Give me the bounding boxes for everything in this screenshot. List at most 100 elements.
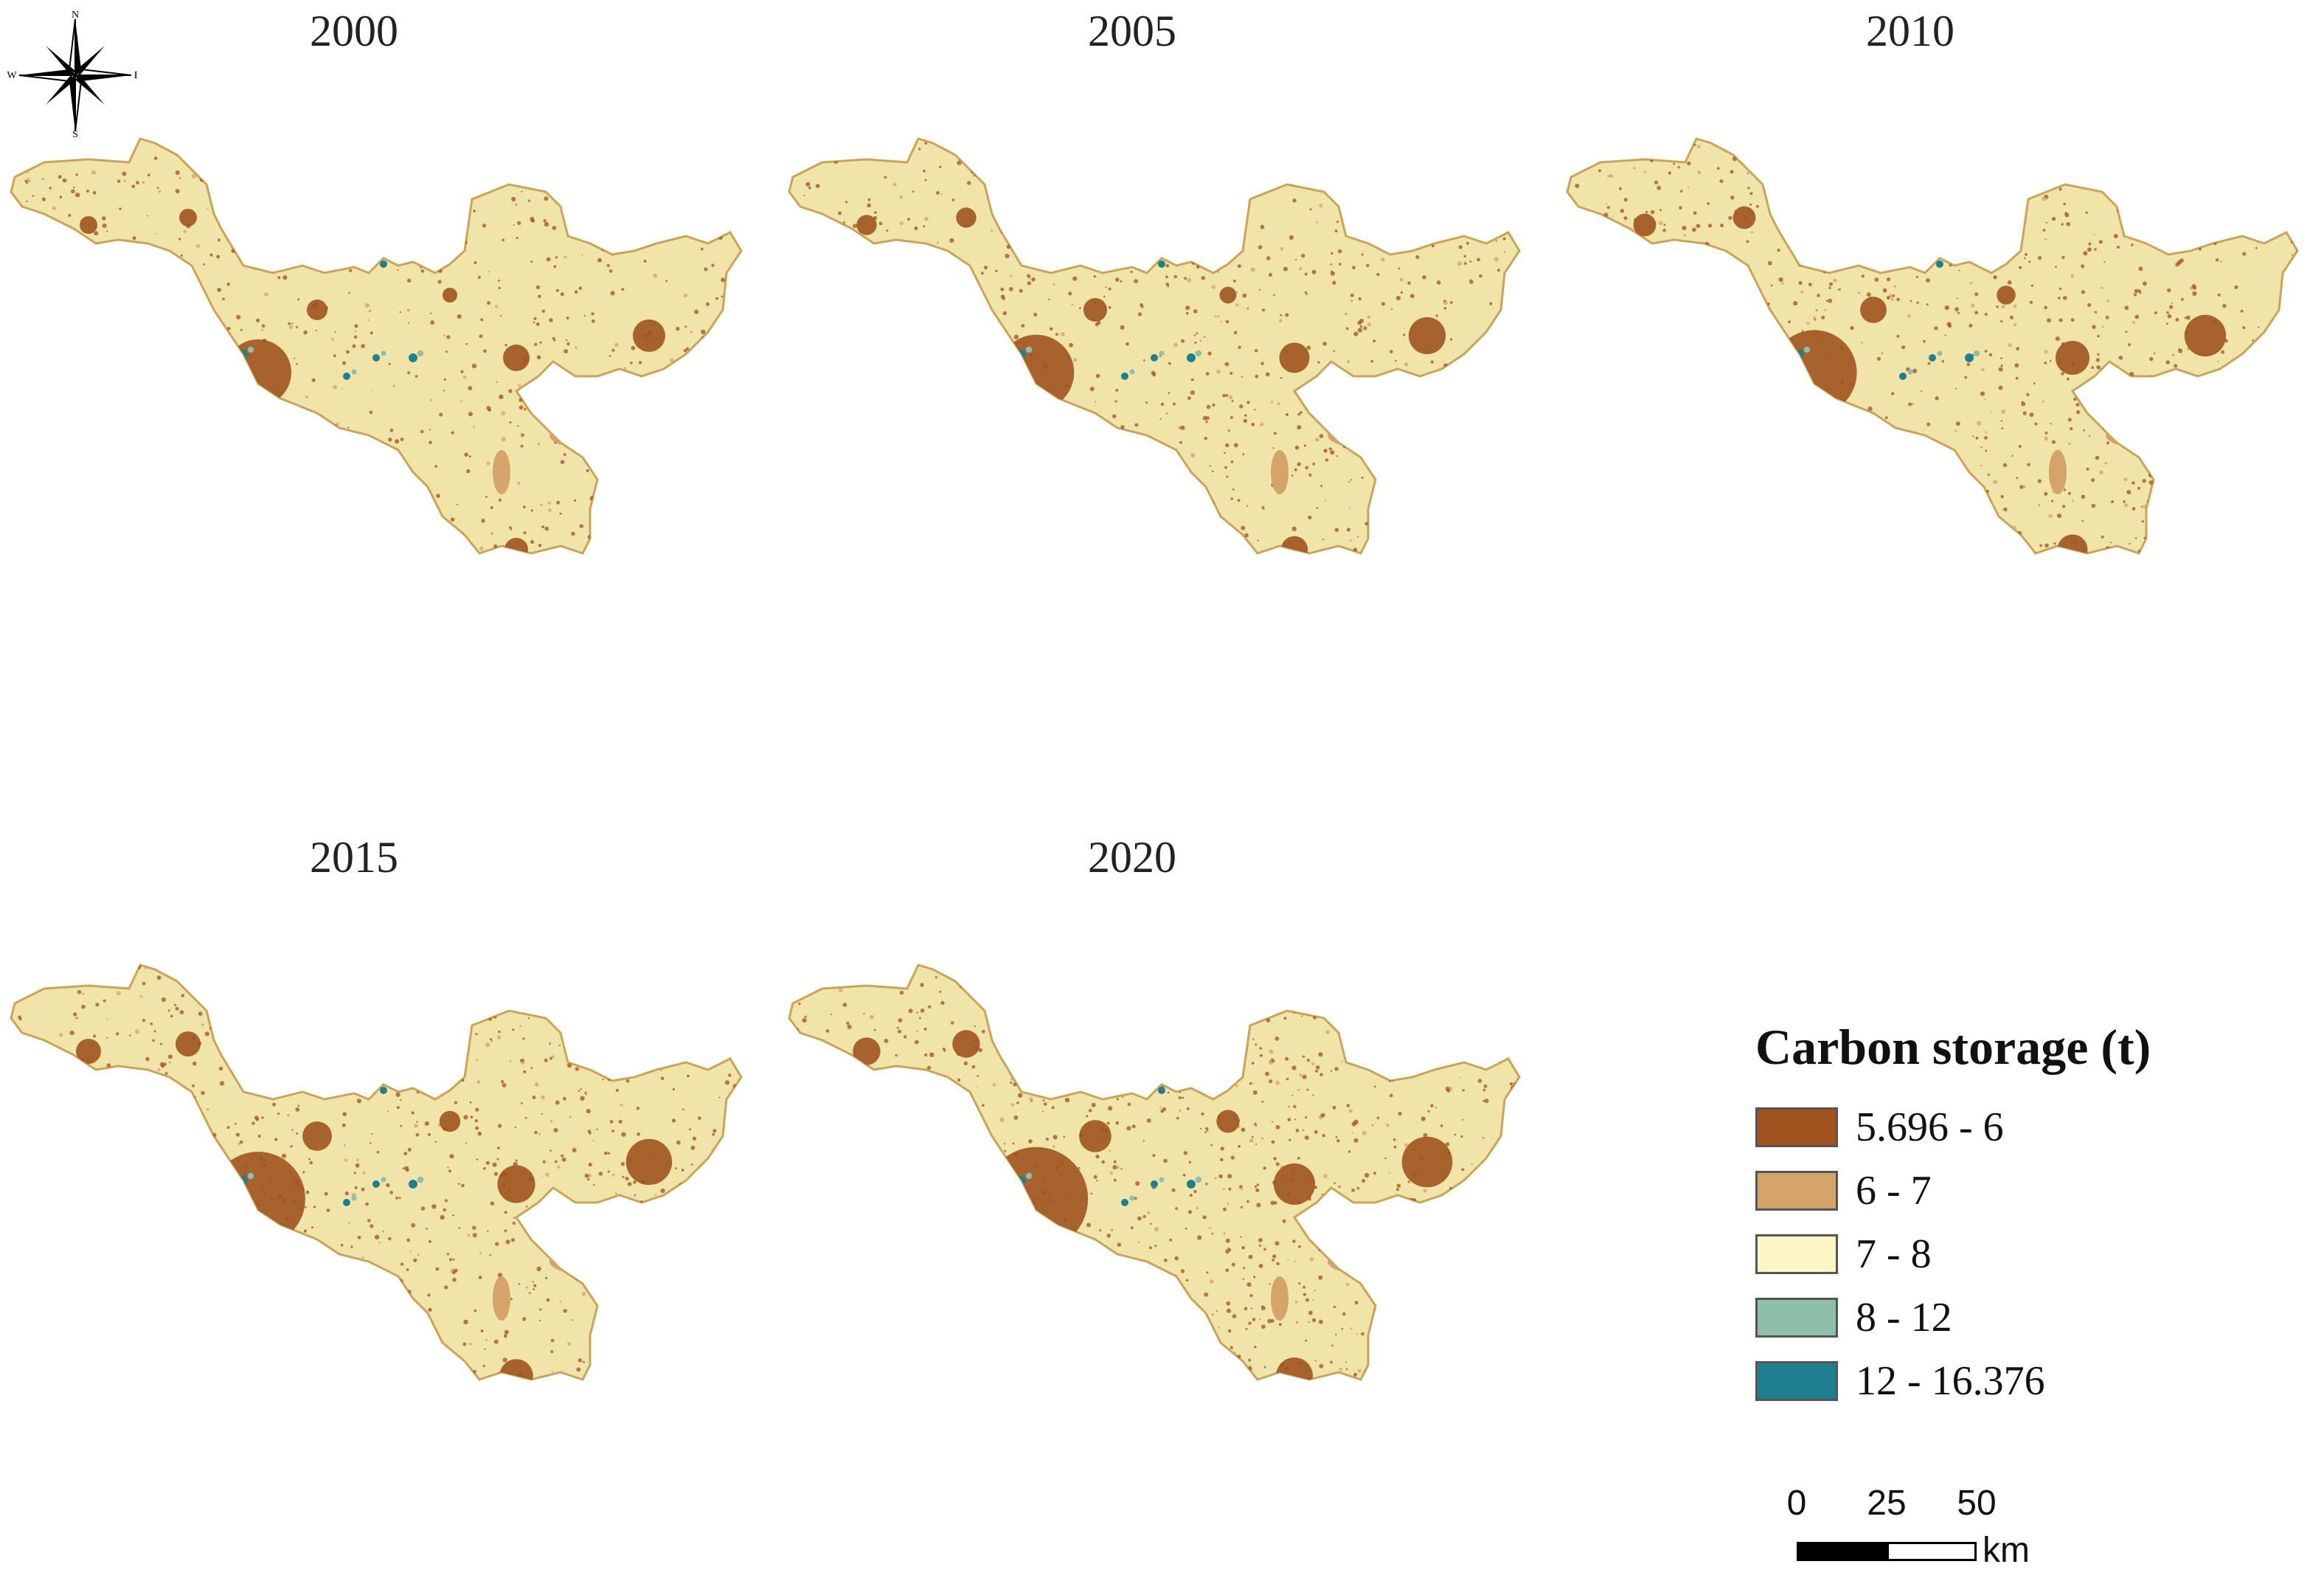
settlement-dot	[627, 989, 631, 992]
settlement-dot	[362, 1256, 364, 1259]
settlement-dot	[554, 1217, 559, 1221]
settlement-dot	[1561, 525, 1563, 527]
settlement-dot	[1280, 314, 1283, 316]
settlement-dot	[113, 544, 118, 549]
settlement-dot	[383, 1051, 385, 1054]
settlement-dot	[2258, 408, 2262, 412]
settlement-dot	[944, 294, 947, 297]
settlement-dot	[590, 1272, 594, 1275]
settlement-dot	[1316, 1065, 1320, 1070]
settlement-dot	[934, 1345, 936, 1347]
settlement-dot	[1482, 1100, 1485, 1102]
settlement-dot	[1634, 255, 1637, 258]
settlement-dot	[374, 148, 378, 152]
settlement-dot	[1308, 387, 1314, 392]
settlement-dot	[1650, 400, 1654, 404]
settlement-dot	[1196, 488, 1200, 492]
settlement-dot	[286, 412, 290, 415]
settlement-dot	[592, 1139, 595, 1142]
settlement-dot	[96, 291, 101, 297]
settlement-dot	[1679, 206, 1682, 210]
settlement-dot	[600, 523, 605, 528]
settlement-dot	[552, 336, 555, 340]
settlement-dot	[1713, 545, 1717, 548]
settlement-dot	[1174, 1256, 1179, 1261]
settlement-dot	[2141, 520, 2145, 523]
settlement-dot	[1366, 959, 1370, 964]
settlement-dot	[1300, 411, 1303, 415]
settlement-dot	[2266, 395, 2270, 399]
settlement-dot	[214, 1186, 216, 1188]
settlement-dot	[1169, 1238, 1173, 1242]
settlement-dot	[789, 971, 793, 975]
settlement-dot	[1333, 1020, 1336, 1023]
settlement-dot	[1667, 454, 1671, 460]
settlement-dot	[1013, 438, 1017, 442]
settlement-dot	[96, 488, 98, 491]
settlement-dot	[1944, 156, 1949, 161]
settlement-dot	[1504, 251, 1505, 253]
settlement-dot	[446, 335, 451, 339]
settlement-dot	[2154, 237, 2159, 241]
settlement-dot	[1818, 415, 1822, 420]
settlement-dot	[290, 1145, 293, 1148]
settlement-dot	[534, 1082, 539, 1087]
settlement-dot	[615, 1088, 620, 1093]
settlement-dot	[166, 1267, 170, 1270]
settlement-dot	[347, 1222, 350, 1225]
settlement-dot	[1383, 1024, 1386, 1027]
settlement-dot	[963, 552, 968, 553]
settlement-dot	[281, 1153, 287, 1158]
settlement-dot	[1427, 1352, 1430, 1355]
settlement-dot	[71, 1304, 74, 1307]
settlement-dot	[499, 314, 502, 317]
settlement-dot	[1025, 1078, 1030, 1083]
settlement-dot	[1791, 425, 1794, 429]
settlement-dot	[398, 1197, 401, 1200]
settlement-dot	[886, 1241, 891, 1246]
settlement-dot	[2252, 339, 2255, 342]
settlement-dot	[1017, 1079, 1021, 1083]
settlement-dot	[1297, 1156, 1300, 1160]
settlement-dot	[612, 1255, 615, 1258]
settlement-dot	[1980, 465, 1983, 467]
settlement-dot	[107, 1293, 110, 1295]
settlement-dot	[288, 322, 291, 325]
settlement-dot	[2075, 409, 2081, 415]
settlement-dot	[2102, 557, 2106, 561]
settlement-dot	[1733, 437, 1737, 441]
settlement-dot	[661, 525, 664, 527]
settlement-dot	[884, 142, 890, 147]
settlement-dot	[103, 1110, 105, 1113]
settlement-dot	[91, 170, 97, 175]
settlement-dot	[503, 1334, 507, 1338]
settlement-dot	[13, 309, 15, 312]
settlement-dot	[1188, 1023, 1192, 1028]
settlement-dot	[2044, 350, 2048, 354]
settlement-dot	[333, 354, 336, 358]
settlement-dot	[105, 1165, 109, 1169]
settlement-dot	[518, 405, 524, 410]
settlement-dot	[1041, 428, 1046, 433]
settlement-dot	[1182, 1062, 1187, 1067]
settlement-dot	[498, 1030, 501, 1034]
settlement-dot	[37, 1246, 39, 1249]
settlement-dot	[997, 1205, 1001, 1208]
settlement-dot	[1398, 1037, 1401, 1039]
settlement-dot	[954, 292, 959, 296]
settlement-dot	[1255, 1006, 1258, 1009]
settlement-dot	[1012, 1236, 1016, 1239]
settlement-dot	[449, 1258, 452, 1262]
settlement-dot	[1906, 225, 1910, 229]
settlement-dot	[1377, 139, 1381, 142]
settlement-dot	[1240, 1205, 1243, 1209]
settlement-dot	[370, 1142, 372, 1144]
settlement-dot	[536, 355, 541, 360]
settlement-dot	[692, 478, 696, 481]
settlement-dot	[1127, 196, 1129, 198]
settlement-dot	[145, 1191, 147, 1193]
settlement-dot	[198, 290, 201, 294]
settlement-dot	[1047, 236, 1052, 241]
settlement-dot	[1960, 540, 1963, 544]
settlement-dot	[1235, 192, 1240, 197]
